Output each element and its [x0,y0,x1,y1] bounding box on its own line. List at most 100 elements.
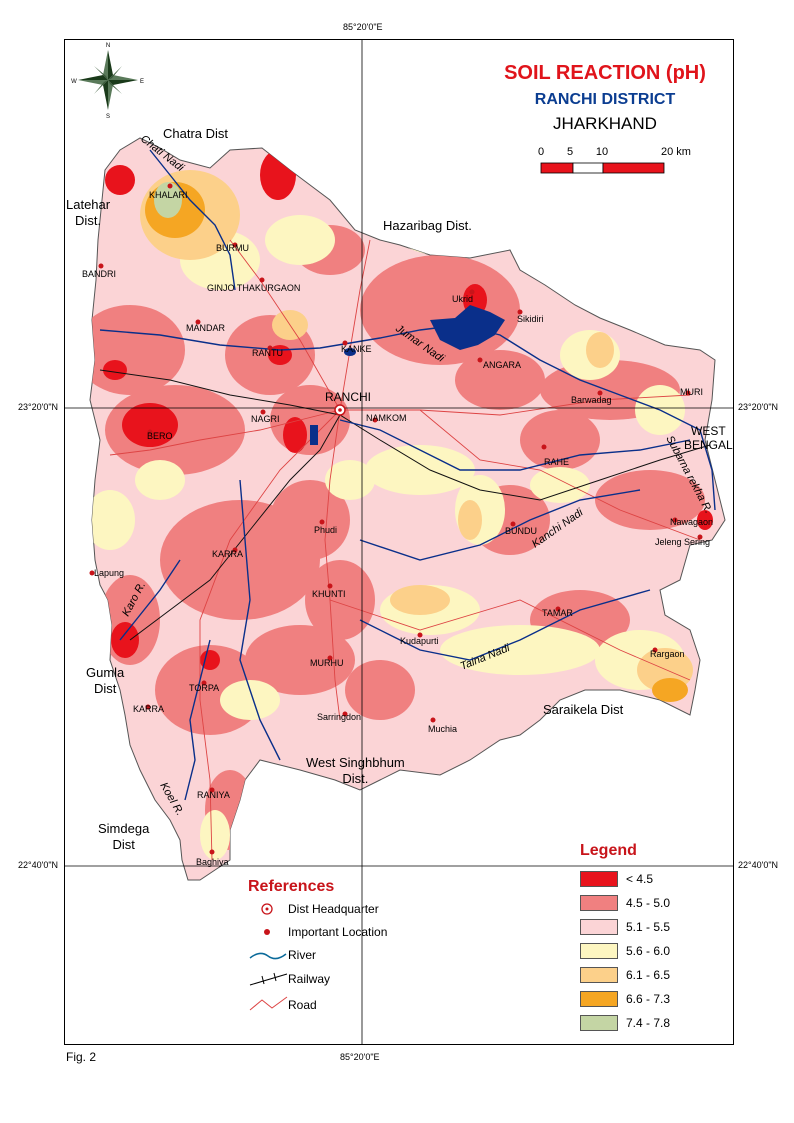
place-rargaon: Rargaon [650,649,685,659]
place-bundu: BUNDU [505,526,538,536]
place-lapung: Lapung [94,568,125,578]
label-gumla: Gumla Dist [86,665,125,696]
river-line-icon [249,952,287,960]
legend-swatch [580,1015,618,1031]
compass-e-label: E [140,79,144,85]
railway-line-icon [249,973,288,986]
place-khunti: KHUNTI [312,589,346,599]
map-state: JHARKHAND [553,114,657,133]
place-kanke: KANKE [341,344,372,354]
place-karra-1: KARRA [212,549,244,559]
place-jeleng: Jeleng Sering [655,537,711,547]
place-namkom: NAMKOM [366,413,407,423]
scale-tick-20: 20 km [661,146,691,158]
reference-row-road: Road [250,995,317,1015]
legend-item: 7.4 - 7.8 [580,1013,670,1033]
coord-bottom: 85°20'0"E [340,1052,380,1062]
label-latehar: Latehar Dist. [66,197,111,228]
legend-title: Legend [580,842,637,859]
compass-n-label: N [106,43,110,49]
legend-swatch [580,943,618,959]
important-location-icon [264,929,270,935]
legend-item: 6.1 - 6.5 [580,965,670,985]
legend-label: 5.1 - 5.5 [626,920,671,934]
place-ginjo: GINJO THAKURGAON [207,283,301,293]
place-angara: ANGARA [483,360,522,370]
reference-row-location: Important Location [250,922,387,942]
legend-label: 4.5 - 5.0 [626,896,671,910]
road-line-icon [249,996,288,1011]
reference-label: Road [288,998,317,1012]
place-burmu: BURMU [216,243,249,253]
place-rahe: RAHE [544,457,570,467]
place-nawagaon: Nawagaon [670,517,714,527]
scale-tick-10: 10 [596,146,608,158]
place-kudapurti: Kudapurti [400,636,439,646]
scale-tick-0: 0 [538,146,544,158]
compass-s-label: S [106,114,110,120]
map-frame [64,39,734,1045]
place-karra-2: KARRA [133,704,165,714]
legend-swatch [580,895,618,911]
scale-tick-5: 5 [567,146,573,158]
place-rantu: RANTU [252,348,283,358]
references-title: References [248,878,335,895]
place-bandri: BANDRI [82,269,117,279]
place-sikidiri: Sikidiri [517,314,544,324]
place-baghiya: Baghiya [196,857,229,867]
coord-lat-lower-right: 22°40'0"N [738,860,779,870]
map-district: RANCHI DISTRICT [534,91,676,108]
figure-label: Fig. 2 [66,1050,97,1064]
reference-label: Dist Headquarter [288,902,379,916]
place-torpa: TORPA [189,683,220,693]
place-ranchi: RANCHI [325,390,372,404]
label-chatra: Chatra Dist [163,126,229,141]
legend-label: 6.6 - 7.3 [626,992,671,1006]
place-khalari: KHALARI [149,190,188,200]
legend-swatch [580,919,618,935]
place-muchia: Muchia [428,724,458,734]
legend-item: 6.6 - 7.3 [580,989,670,1009]
legend-item: 4.5 - 5.0 [580,893,670,913]
place-murhu: MURHU [310,658,344,668]
coord-top: 85°20'0"E [343,22,383,32]
legend-label: < 4.5 [626,872,654,886]
place-ukrid: Ukrid [452,294,474,304]
place-tamar: TAMAR [542,608,573,618]
label-simdega: Simdega Dist [98,821,150,852]
label-west-singhbhum: West Singhbhum Dist. [306,755,405,786]
graticule [64,39,734,1045]
legend-item: 5.6 - 6.0 [580,941,670,961]
map-title: SOIL REACTION (pH) [504,62,706,84]
roads [109,239,701,861]
label-hazaribag: Hazaribag Dist. [383,218,472,233]
place-muri: MURI [680,387,703,397]
legend-swatch [580,991,618,1007]
reference-symbols [249,903,288,1011]
reference-label: Railway [288,972,331,986]
reference-label: Important Location [288,925,388,939]
legend-label: 7.4 - 7.8 [626,1016,671,1030]
compass-rose-icon [78,50,138,110]
legend-label: 6.1 - 6.5 [626,968,671,982]
legend-item: 5.1 - 5.5 [580,917,670,937]
place-bero: BERO [147,431,173,441]
reference-row-river: River [250,945,316,965]
ranchi-headquarter-dot [338,408,342,412]
coord-lat-upper-right: 23°20'0"N [738,402,779,412]
coord-lat-lower-left: 22°40'0"N [18,860,59,870]
reference-row-headquarter: Dist Headquarter [250,899,379,919]
legend-label: 5.6 - 6.0 [626,944,671,958]
legend-item: < 4.5 [580,869,653,889]
scale-bar [540,162,665,174]
compass-w-label: W [71,79,77,85]
railway [99,369,711,641]
place-raniya: RANIYA [197,790,230,800]
label-west-bengal: WEST BENGAL [684,424,733,452]
reference-row-railway: Railway [250,969,330,989]
place-barwadag: Barwadag [571,395,612,405]
legend-swatch [580,871,618,887]
legend-swatch [580,967,618,983]
place-phudi: Phudi [314,525,338,535]
